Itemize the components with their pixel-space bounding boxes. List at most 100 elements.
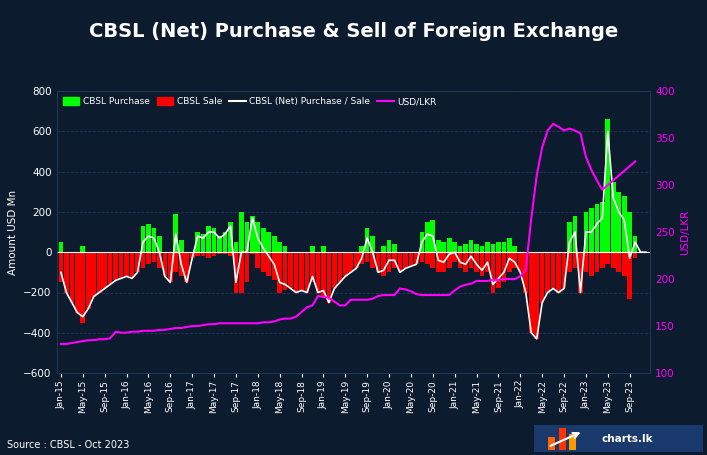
Bar bbox=[129, 252, 134, 278]
Bar bbox=[573, 252, 578, 268]
Bar bbox=[250, 252, 255, 254]
Bar bbox=[217, 236, 222, 252]
Bar bbox=[195, 252, 200, 256]
Bar bbox=[151, 228, 156, 252]
Bar bbox=[163, 252, 167, 276]
Bar bbox=[211, 228, 216, 252]
Bar bbox=[392, 252, 397, 268]
Bar bbox=[507, 238, 512, 252]
Bar bbox=[523, 252, 528, 293]
Bar bbox=[409, 252, 414, 266]
Bar bbox=[103, 252, 107, 288]
Bar bbox=[135, 252, 140, 273]
Bar bbox=[540, 252, 544, 303]
Bar bbox=[474, 244, 479, 252]
Bar bbox=[75, 252, 80, 313]
Bar bbox=[185, 252, 189, 283]
Bar bbox=[548, 438, 555, 450]
Bar bbox=[97, 252, 102, 293]
Bar bbox=[151, 252, 156, 262]
Bar bbox=[567, 222, 572, 252]
Bar bbox=[343, 252, 348, 276]
Bar bbox=[354, 252, 358, 268]
Bar bbox=[397, 252, 402, 273]
Bar bbox=[206, 226, 211, 252]
Bar bbox=[86, 252, 90, 308]
Y-axis label: USD/LKR: USD/LKR bbox=[681, 209, 691, 255]
Bar bbox=[458, 246, 462, 252]
Bar bbox=[267, 232, 271, 252]
Bar bbox=[157, 252, 162, 268]
Bar bbox=[436, 240, 440, 252]
Text: charts.lk: charts.lk bbox=[602, 434, 653, 444]
Bar bbox=[545, 252, 550, 293]
Bar bbox=[201, 252, 206, 256]
Bar bbox=[376, 252, 380, 273]
Bar bbox=[578, 252, 583, 293]
Bar bbox=[496, 252, 501, 288]
Bar bbox=[403, 252, 408, 268]
Bar bbox=[146, 252, 151, 264]
Bar bbox=[365, 252, 370, 262]
Bar bbox=[337, 252, 342, 283]
Bar bbox=[365, 228, 370, 252]
Bar bbox=[359, 252, 364, 264]
Bar bbox=[479, 252, 484, 276]
Bar bbox=[261, 252, 266, 273]
Bar bbox=[589, 208, 594, 252]
Bar bbox=[124, 252, 129, 276]
Bar bbox=[245, 222, 249, 252]
Bar bbox=[310, 246, 315, 252]
Bar bbox=[469, 252, 474, 268]
Bar bbox=[321, 246, 326, 252]
Bar bbox=[600, 202, 604, 252]
Bar bbox=[387, 240, 392, 252]
Bar bbox=[141, 252, 145, 268]
Bar bbox=[583, 252, 588, 273]
Bar bbox=[223, 232, 228, 252]
Bar bbox=[332, 252, 337, 288]
Bar bbox=[272, 236, 276, 252]
FancyBboxPatch shape bbox=[534, 425, 703, 452]
Bar bbox=[141, 226, 145, 252]
Bar bbox=[315, 252, 320, 293]
Bar bbox=[387, 252, 392, 273]
Bar bbox=[299, 252, 304, 290]
Bar bbox=[179, 240, 184, 252]
Bar bbox=[217, 252, 222, 254]
Bar bbox=[211, 252, 216, 256]
Bar bbox=[458, 252, 462, 268]
Bar bbox=[283, 252, 288, 290]
Bar bbox=[349, 252, 353, 273]
Bar bbox=[146, 224, 151, 252]
Y-axis label: Amount USD Mn: Amount USD Mn bbox=[8, 189, 18, 275]
Bar bbox=[501, 242, 506, 252]
Bar bbox=[627, 252, 632, 298]
Bar bbox=[283, 246, 288, 252]
Bar bbox=[617, 252, 621, 273]
Bar bbox=[255, 222, 260, 252]
Bar bbox=[441, 242, 446, 252]
Bar bbox=[617, 192, 621, 252]
Bar bbox=[436, 252, 440, 273]
Bar bbox=[627, 212, 632, 252]
Bar bbox=[589, 252, 594, 276]
Bar bbox=[595, 204, 599, 252]
Bar bbox=[81, 252, 85, 323]
Bar bbox=[605, 252, 610, 264]
Bar bbox=[474, 252, 479, 273]
Bar bbox=[64, 252, 69, 293]
Bar bbox=[479, 246, 484, 252]
Bar bbox=[583, 212, 588, 252]
Bar bbox=[529, 252, 534, 333]
Bar bbox=[431, 220, 435, 252]
Bar bbox=[441, 252, 446, 273]
Bar bbox=[359, 246, 364, 252]
Bar bbox=[507, 252, 512, 273]
Bar bbox=[370, 252, 375, 268]
Bar bbox=[288, 252, 293, 288]
Bar bbox=[452, 252, 457, 262]
Bar bbox=[233, 252, 238, 293]
Bar bbox=[272, 252, 276, 280]
Bar bbox=[69, 252, 74, 303]
